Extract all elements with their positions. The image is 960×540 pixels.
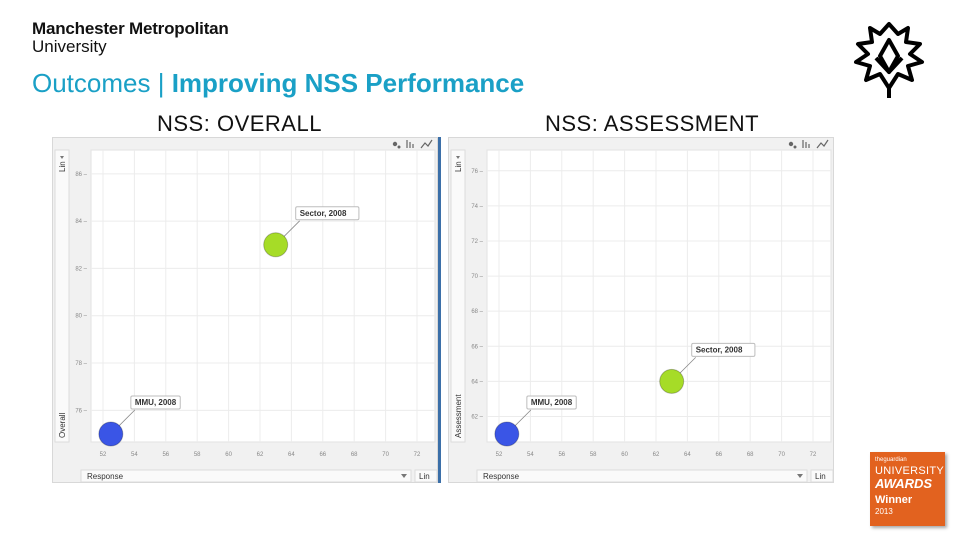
y-tick-label: 78 – <box>75 361 87 367</box>
y-tick-label: 64 – <box>471 379 483 385</box>
plot-area <box>90 149 436 443</box>
x-tick-label: 60 <box>621 452 628 458</box>
y-tick-label: 70 – <box>471 274 483 280</box>
brand-line2: University <box>32 37 107 56</box>
chart-panel-assessment: 62 – 64 – 66 – 68 – 70 – 72 – 74 – 76 – 52 54 56 58… <box>448 137 834 483</box>
chevron-down-icon[interactable] <box>797 474 803 478</box>
bubble-chart-icon[interactable] <box>788 141 794 147</box>
award-badge: theguardian UNIVERSITY AWARDS Winner 201… <box>870 452 945 526</box>
y-tick-label: 72 – <box>471 239 483 245</box>
chart-panel-overall: 76 – 78 – 80 – 82 – 84 – 86 – 52 54 56 58 60 62 64 66… <box>52 137 438 483</box>
y-tick-label: 82 – <box>75 266 87 272</box>
chart-subtitle-assessment: NSS: ASSESSMENT <box>545 111 760 136</box>
y-scale-toggle[interactable]: Lin <box>58 161 67 172</box>
y-tick-label: 62 – <box>471 414 483 420</box>
award-line4: Winner <box>875 494 913 506</box>
university-emblem-icon <box>854 22 924 98</box>
x-tick-label: 54 <box>131 452 138 458</box>
x-tick-label: 58 <box>590 452 597 458</box>
x-tick-label: 70 <box>778 452 785 458</box>
award-line2: UNIVERSITY <box>875 465 945 477</box>
x-scale-selector[interactable] <box>414 469 437 482</box>
x-axis-label: Response <box>87 472 124 481</box>
x-tick-label: 56 <box>162 452 169 458</box>
y-tick-label: 84 – <box>75 219 87 225</box>
chart-type-toolbar[interactable] <box>392 139 433 149</box>
title-prefix: Outcomes | <box>32 68 172 98</box>
data-point-bubble[interactable] <box>659 368 685 394</box>
page-title: Outcomes | Improving NSS Performance <box>32 68 524 99</box>
chevron-down-icon[interactable] <box>401 474 407 478</box>
x-tick-label: 72 <box>414 452 421 458</box>
point-label: Sector, 2008 <box>696 345 743 354</box>
data-point-bubble[interactable] <box>494 421 520 447</box>
y-tick-label: 76 – <box>75 408 87 414</box>
data-point-bubble[interactable] <box>98 421 124 447</box>
y-tick-label: 80 – <box>75 314 87 320</box>
y-tick-label: 68 – <box>471 309 483 315</box>
y-tick-label: 74 – <box>471 204 483 210</box>
chart-subtitle-overall: NSS: OVERALL <box>157 111 322 136</box>
y-tick-label: 66 – <box>471 344 483 350</box>
university-logo-text: Manchester Metropolitan University <box>32 20 229 56</box>
bar-chart-icon[interactable] <box>802 140 810 148</box>
x-tick-label: 64 <box>684 452 691 458</box>
x-axis-selector[interactable] <box>476 469 808 482</box>
x-tick-label: 72 <box>810 452 817 458</box>
y-axis-label: Overall <box>58 412 67 438</box>
x-tick-label: 54 <box>527 452 534 458</box>
point-label: Sector, 2008 <box>300 209 347 218</box>
x-tick-label: 66 <box>715 452 722 458</box>
x-scale-toggle[interactable]: Lin <box>815 472 826 481</box>
line-chart-icon[interactable] <box>816 139 829 149</box>
x-tick-label: 70 <box>382 452 389 458</box>
award-line1: theguardian <box>875 457 907 463</box>
bubble-chart-icon[interactable] <box>397 145 401 149</box>
x-tick-label: 66 <box>319 452 326 458</box>
plot-area <box>486 149 832 443</box>
x-tick-label: 58 <box>194 452 201 458</box>
x-scale-selector[interactable] <box>810 469 833 482</box>
x-tick-label: 52 <box>496 452 503 458</box>
y-axis-selector[interactable] <box>450 149 466 443</box>
x-tick-label: 62 <box>653 452 660 458</box>
x-tick-label: 68 <box>747 452 754 458</box>
x-tick-label: 62 <box>257 452 264 458</box>
x-tick-label: 52 <box>100 452 107 458</box>
award-line5: 2013 <box>875 507 893 516</box>
bar-chart-icon[interactable] <box>406 140 414 148</box>
point-label-box <box>691 342 756 357</box>
data-point-bubble[interactable] <box>263 232 289 258</box>
point-label-box <box>295 206 360 221</box>
chevron-down-icon[interactable] <box>456 156 460 159</box>
award-line3: AWARDS <box>875 476 933 491</box>
bubble-chart-icon[interactable] <box>392 141 398 147</box>
x-tick-label: 56 <box>558 452 565 458</box>
bubble-chart-icon[interactable] <box>793 145 797 149</box>
point-label: MMU, 2008 <box>135 398 177 407</box>
y-tick-label: 86 – <box>75 172 87 178</box>
point-label-box <box>526 395 577 410</box>
title-main: Improving NSS Performance <box>171 68 525 98</box>
x-tick-label: 60 <box>225 452 232 458</box>
x-axis-label: Response <box>483 472 520 481</box>
brand-line1: Manchester Metropolitan <box>32 19 229 38</box>
panel-divider <box>438 137 441 483</box>
chart-svg: 62 – 64 – 66 – 68 – 70 – 72 – 74 – 76 – 52 54 56 58… <box>450 139 833 482</box>
point-label: MMU, 2008 <box>531 398 573 407</box>
y-axis-label: Assessment <box>454 394 463 438</box>
chart-svg: 76 – 78 – 80 – 82 – 84 – 86 – 52 54 56 58 60 62 64 66… <box>54 139 437 482</box>
chevron-down-icon[interactable] <box>60 156 64 159</box>
y-scale-toggle[interactable]: Lin <box>454 161 463 172</box>
line-chart-icon[interactable] <box>420 139 433 149</box>
y-axis-selector[interactable] <box>54 149 70 443</box>
x-tick-label: 64 <box>288 452 295 458</box>
point-label-box <box>130 395 181 410</box>
x-tick-label: 68 <box>351 452 358 458</box>
y-tick-label: 76 – <box>471 169 483 175</box>
chart-type-toolbar[interactable] <box>788 139 829 149</box>
x-axis-selector[interactable] <box>80 469 412 482</box>
x-scale-toggle[interactable]: Lin <box>419 472 430 481</box>
